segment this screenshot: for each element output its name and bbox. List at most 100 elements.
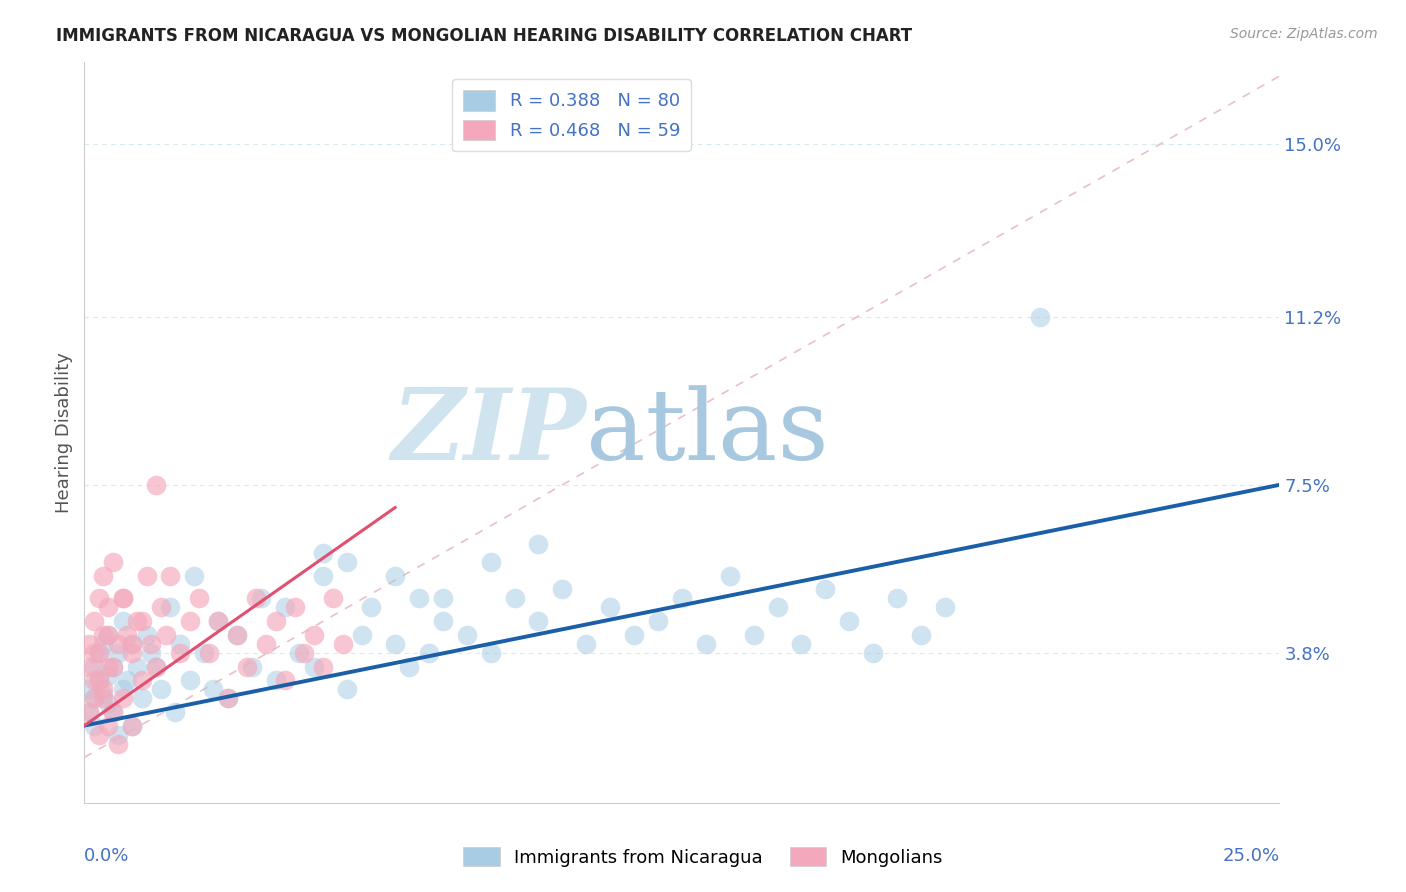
Point <box>207 614 229 628</box>
Point <box>101 705 124 719</box>
Point <box>179 614 201 628</box>
Point <box>169 646 191 660</box>
Point <box>503 591 526 606</box>
Point <box>97 600 120 615</box>
Point <box>117 673 139 688</box>
Point <box>93 637 115 651</box>
Point <box>288 646 311 660</box>
Point <box>336 555 359 569</box>
Point <box>599 600 621 615</box>
Point <box>217 691 239 706</box>
Point <box>254 637 277 651</box>
Point <box>145 659 167 673</box>
Point <box>934 600 956 615</box>
Point <box>141 646 163 660</box>
Point <box>432 614 454 628</box>
Point <box>121 718 143 732</box>
Point <box>87 673 110 688</box>
Point <box>93 568 115 582</box>
Point <box>131 691 153 706</box>
Point <box>117 628 139 642</box>
Point <box>149 682 172 697</box>
Text: IMMIGRANTS FROM NICARAGUA VS MONGOLIAN HEARING DISABILITY CORRELATION CHART: IMMIGRANTS FROM NICARAGUA VS MONGOLIAN H… <box>56 27 912 45</box>
Point <box>101 555 124 569</box>
Point <box>77 637 100 651</box>
Point <box>83 691 105 706</box>
Point <box>97 659 120 673</box>
Point <box>97 628 120 642</box>
Point <box>179 673 201 688</box>
Point <box>350 628 373 642</box>
Point <box>264 673 287 688</box>
Point <box>145 478 167 492</box>
Point <box>155 628 177 642</box>
Point <box>87 591 110 606</box>
Point <box>93 687 115 701</box>
Point <box>188 591 211 606</box>
Point <box>456 628 478 642</box>
Point <box>766 600 789 615</box>
Point <box>121 637 143 651</box>
Point <box>202 682 225 697</box>
Point <box>77 659 100 673</box>
Point <box>101 659 124 673</box>
Point <box>193 646 215 660</box>
Point <box>384 637 406 651</box>
Point <box>121 637 143 651</box>
Point <box>77 705 100 719</box>
Point <box>647 614 669 628</box>
Point <box>77 705 100 719</box>
Point <box>418 646 440 660</box>
Point <box>111 591 134 606</box>
Point <box>671 591 693 606</box>
Point <box>312 659 335 673</box>
Point <box>838 614 860 628</box>
Point <box>87 728 110 742</box>
Point <box>87 673 110 688</box>
Point <box>121 646 143 660</box>
Text: 25.0%: 25.0% <box>1222 847 1279 865</box>
Point <box>145 659 167 673</box>
Point <box>742 628 765 642</box>
Point <box>302 628 325 642</box>
Point <box>312 568 335 582</box>
Text: ZIP: ZIP <box>391 384 586 481</box>
Text: 0.0%: 0.0% <box>84 847 129 865</box>
Point <box>107 637 129 651</box>
Point <box>910 628 932 642</box>
Point <box>111 691 134 706</box>
Point <box>197 646 219 660</box>
Point <box>236 659 259 673</box>
Point <box>83 673 105 688</box>
Point <box>97 668 120 682</box>
Point <box>695 637 717 651</box>
Point <box>623 628 645 642</box>
Point <box>93 628 115 642</box>
Point <box>111 591 134 606</box>
Point <box>322 591 344 606</box>
Point <box>107 737 129 751</box>
Point <box>125 659 148 673</box>
Text: atlas: atlas <box>586 384 830 481</box>
Point <box>332 637 354 651</box>
Point <box>77 682 100 697</box>
Legend: R = 0.388   N = 80, R = 0.468   N = 59: R = 0.388 N = 80, R = 0.468 N = 59 <box>451 78 690 152</box>
Point <box>814 582 837 597</box>
Point <box>159 568 181 582</box>
Point <box>83 646 105 660</box>
Point <box>111 614 134 628</box>
Point <box>240 659 263 673</box>
Point <box>527 537 550 551</box>
Point <box>226 628 249 642</box>
Point <box>101 705 124 719</box>
Point <box>149 600 172 615</box>
Point <box>527 614 550 628</box>
Point <box>302 659 325 673</box>
Point <box>264 614 287 628</box>
Point <box>284 600 307 615</box>
Point <box>97 696 120 710</box>
Point <box>718 568 741 582</box>
Point <box>408 591 430 606</box>
Point <box>83 614 105 628</box>
Point <box>121 718 143 732</box>
